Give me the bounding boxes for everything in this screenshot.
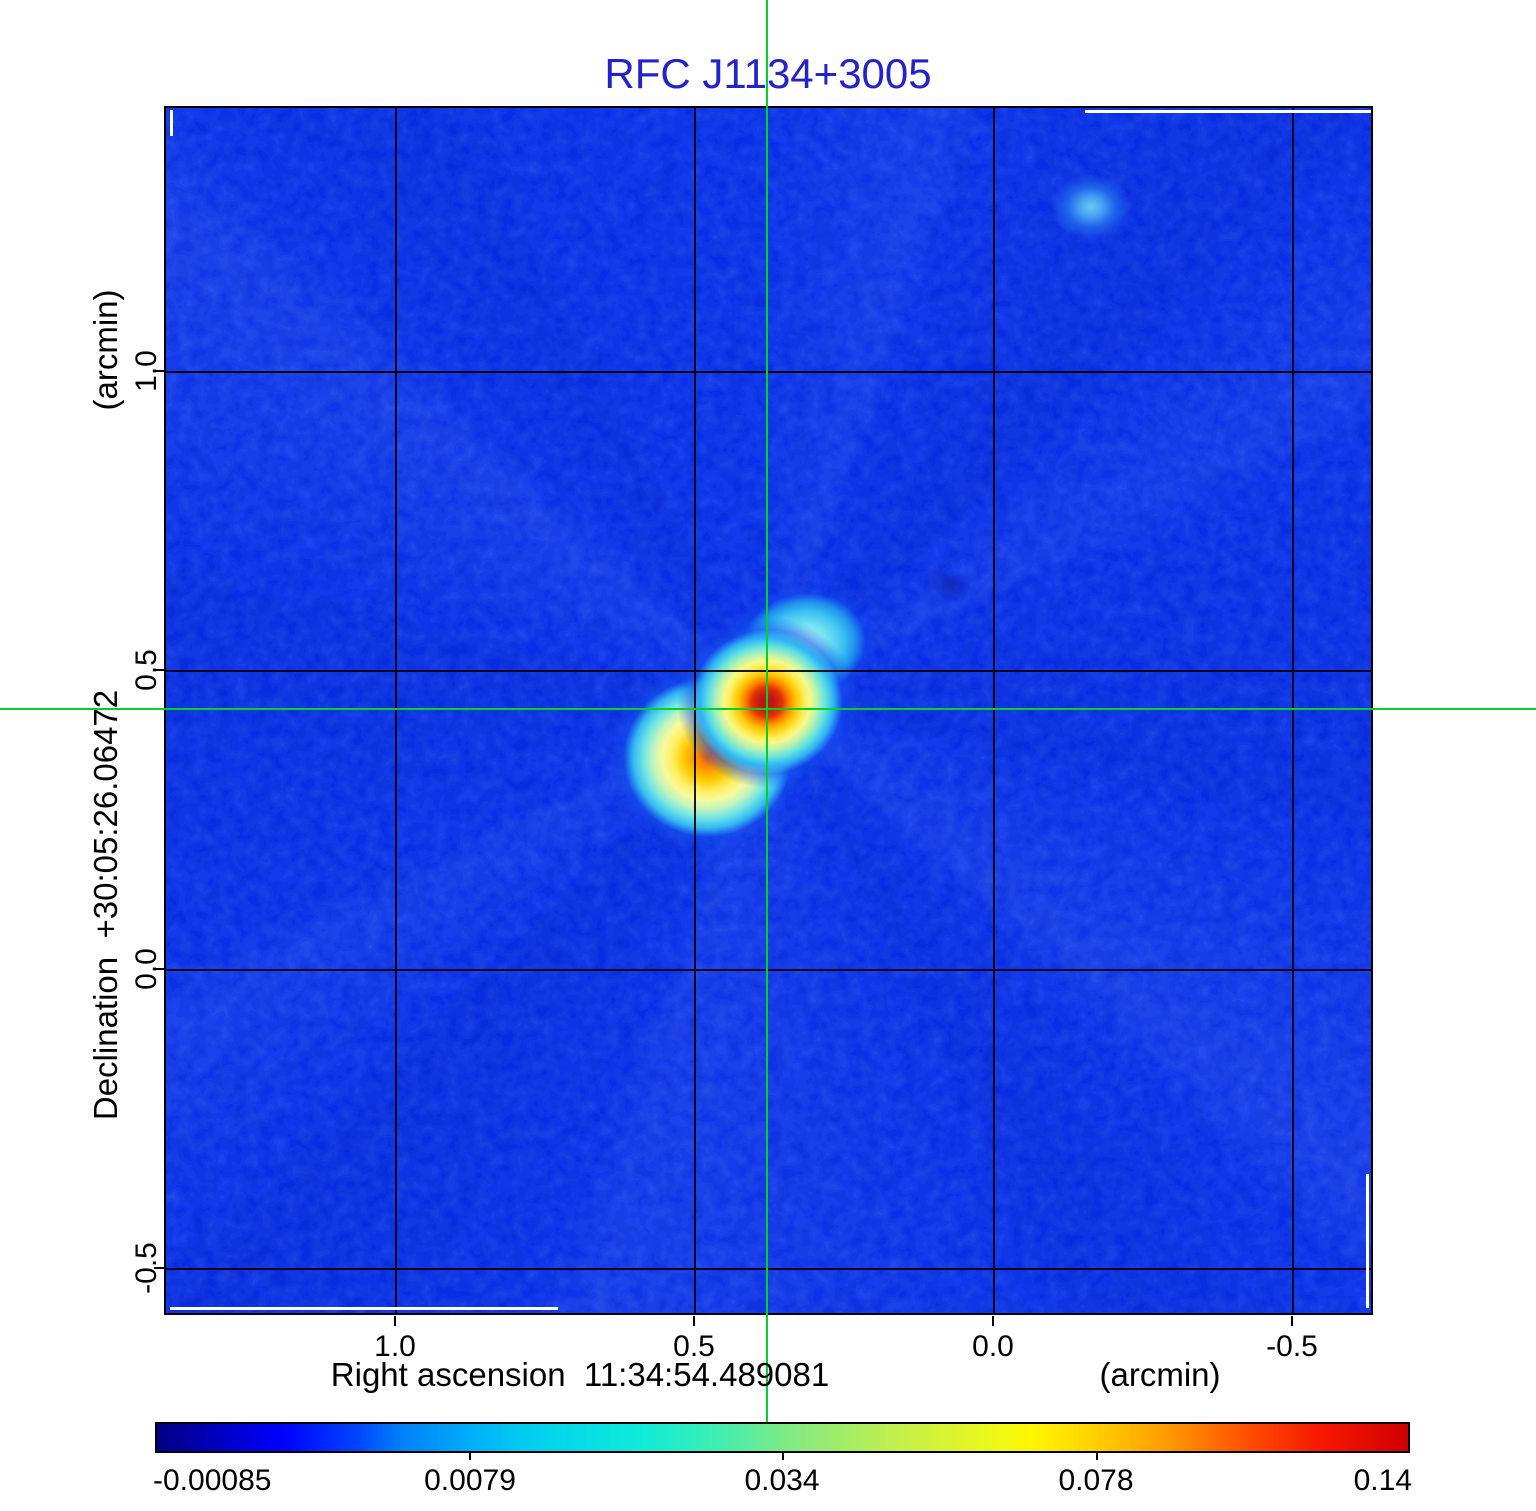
gridline-x--0.5	[1292, 108, 1294, 1313]
gridline-x-0.0	[993, 108, 995, 1313]
gridline-x-1.0	[395, 108, 397, 1313]
gridline-x-0.5	[694, 108, 696, 1313]
colorbar-label-max: 0.14	[1353, 1464, 1412, 1497]
y-tickmark-1.0	[154, 370, 164, 372]
y-tickmark-0.5	[154, 669, 164, 671]
colorbar	[155, 1422, 1410, 1453]
x-tick-label-1.0: 1.0	[374, 1330, 416, 1363]
y-tick-label-0.0: 0.0	[130, 948, 163, 990]
x-tick-label-0.0: 0.0	[972, 1330, 1014, 1363]
y-tickmark-0.0	[154, 968, 164, 970]
y-axis-unit-label: (arcmin)	[87, 289, 124, 411]
colorbar-tickmark-0.0079	[469, 1451, 471, 1460]
x-tickmark--0.5	[1291, 1316, 1293, 1326]
colorbar-label-3: 0.078	[1058, 1464, 1134, 1497]
artifact-white-tick-topleft	[170, 110, 173, 136]
x-axis-label: Right ascension 11:34:54.489081	[330, 1356, 830, 1393]
colorbar-tickmark-0.034	[782, 1451, 784, 1460]
x-tickmark-0.0	[992, 1316, 994, 1326]
gridline-y-0.5	[166, 670, 1371, 672]
gridline-y-1.0	[166, 371, 1371, 373]
colorbar-tickmark-0.078	[1096, 1451, 1098, 1460]
artifact-white-line-right	[1366, 1174, 1369, 1308]
y-tick-label--0.5: -0.5	[130, 1242, 163, 1294]
plot-area	[164, 106, 1373, 1315]
colorbar-label-min: -0.00085	[153, 1464, 272, 1497]
crosshair-horizontal-line	[0, 708, 1536, 710]
y-tick-label-0.5: 0.5	[130, 649, 163, 691]
artifact-white-line-bottom	[170, 1307, 558, 1310]
colorbar-label-2: 0.034	[744, 1464, 820, 1497]
source-faint-field	[1051, 174, 1131, 240]
gridline-y--0.5	[166, 1268, 1371, 1270]
y-tickmark--0.5	[154, 1267, 164, 1269]
plot-title: RFC J1134+3005	[604, 50, 932, 97]
x-tick-label--0.5: -0.5	[1266, 1330, 1318, 1363]
colorbar-label-1: 0.0079	[424, 1464, 516, 1497]
y-axis-label: Declination +30:05:26.06472	[87, 689, 124, 1121]
y-tick-label-1.0: 1.0	[130, 350, 163, 392]
x-tickmark-1.0	[394, 1316, 396, 1326]
x-tickmark-0.5	[693, 1316, 695, 1326]
artifact-white-line-top	[1085, 110, 1371, 113]
crosshair-vertical-line	[766, 0, 768, 1422]
x-axis-unit-label: (arcmin)	[1099, 1356, 1221, 1393]
x-tick-label-0.5: 0.5	[673, 1330, 715, 1363]
gridline-y-0.0	[166, 969, 1371, 971]
